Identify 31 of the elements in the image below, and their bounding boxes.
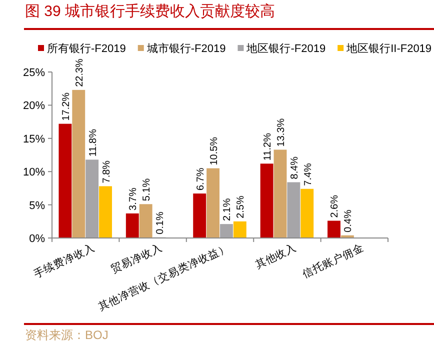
legend-label: 地区银行II-F2019 <box>346 42 432 55</box>
data-label: 8.4% <box>289 156 300 180</box>
x-tick-label: 信托账户佣金 <box>300 240 366 281</box>
data-label: 2.5% <box>236 196 247 218</box>
y-tick-label: 0% <box>29 233 46 245</box>
data-label: 10.5% <box>208 136 220 166</box>
data-label: 2.6% <box>330 194 341 218</box>
title: 图 39 城市银行手续费收入贡献度较高 <box>25 3 276 20</box>
data-label: 2.1% <box>222 198 234 222</box>
y-tick-label: 25% <box>22 67 46 79</box>
y-tick-label: 15% <box>22 133 46 146</box>
data-label: 7.4% <box>302 163 314 186</box>
data-label: 0.4% <box>343 210 354 232</box>
x-tick-label: 其他收入 <box>253 240 298 272</box>
y-tick-label: 10% <box>22 166 46 179</box>
data-label: 3.7% <box>128 188 140 210</box>
data-label: 11.2% <box>262 133 274 161</box>
data-label: 22.3% <box>74 58 86 87</box>
data-label: 0.1% <box>155 212 166 234</box>
legend-label: 城市银行-F2019 <box>146 42 226 55</box>
y-tick-label: 20% <box>22 100 46 112</box>
data-label: 6.7% <box>195 168 206 190</box>
data-label: 11.8% <box>88 129 99 157</box>
y-tick-label: 5% <box>29 200 46 212</box>
data-label: 17.2% <box>60 92 72 121</box>
text: 资料来源：BOJ <box>25 328 108 342</box>
data-label: 5.1% <box>142 178 153 202</box>
legend-label: 地区银行-F2019 <box>246 42 326 55</box>
legend-label: 所有银行-F2019 <box>47 42 126 55</box>
data-label: 13.3% <box>276 118 287 147</box>
data-label: 7.8% <box>101 160 112 184</box>
